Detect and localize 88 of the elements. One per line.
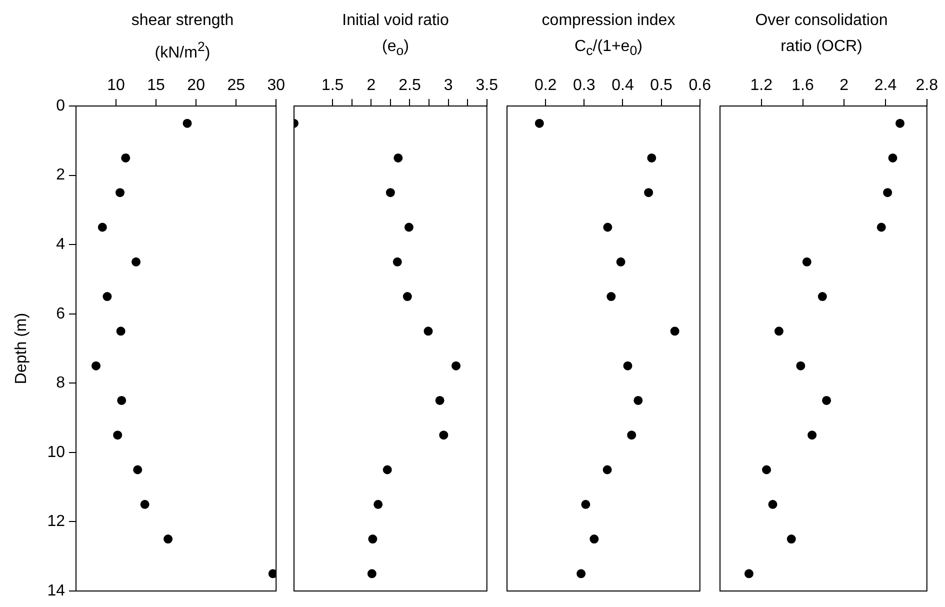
point bbox=[367, 569, 376, 578]
point bbox=[116, 326, 126, 336]
x-tick-label: 20 bbox=[187, 76, 206, 94]
x-tick-label: 2.4 bbox=[874, 76, 897, 94]
point bbox=[439, 430, 448, 440]
x-tick-label: 2 bbox=[366, 76, 376, 94]
y-tick-label: 4 bbox=[56, 236, 66, 253]
y-tick-label: 12 bbox=[47, 513, 66, 530]
point bbox=[774, 326, 784, 336]
point bbox=[182, 118, 192, 128]
point bbox=[808, 430, 817, 440]
x-tick-label: 1.5 bbox=[321, 76, 344, 94]
point bbox=[164, 534, 173, 544]
point bbox=[670, 326, 680, 336]
y-tick-label: 10 bbox=[47, 444, 66, 461]
point bbox=[534, 118, 544, 128]
x-tick-label: 10 bbox=[107, 76, 126, 94]
point bbox=[786, 534, 796, 544]
point bbox=[374, 500, 383, 509]
y-axis-title: Depth (m) bbox=[13, 312, 30, 384]
point bbox=[140, 500, 150, 509]
x-tick-label: 2.8 bbox=[916, 76, 938, 94]
point bbox=[634, 396, 643, 405]
x-tick-label: 1.2 bbox=[750, 76, 773, 94]
point bbox=[392, 257, 402, 266]
point bbox=[98, 222, 107, 232]
point bbox=[762, 465, 772, 474]
y-tick-label: 14 bbox=[47, 582, 66, 600]
x-tick-label: 25 bbox=[227, 76, 246, 94]
point bbox=[576, 569, 586, 578]
point bbox=[382, 465, 392, 474]
point bbox=[647, 153, 656, 162]
y-tick-label: 2 bbox=[56, 166, 66, 184]
x-tick-label: 2.5 bbox=[398, 76, 421, 94]
x-tick-label: 3.5 bbox=[476, 76, 498, 94]
x-axis-title: shear strength (kN/m$^{2}$) bbox=[131, 11, 234, 64]
x-tick-label: 15 bbox=[147, 76, 166, 94]
point bbox=[133, 465, 142, 474]
point bbox=[616, 257, 626, 266]
x-tick-label: 0.2 bbox=[534, 76, 557, 94]
y-tick-label: 6 bbox=[56, 305, 66, 322]
point bbox=[627, 430, 636, 440]
point bbox=[92, 361, 101, 370]
point bbox=[102, 292, 112, 302]
point bbox=[117, 396, 126, 405]
point bbox=[452, 361, 461, 370]
point bbox=[404, 222, 414, 232]
point bbox=[802, 257, 812, 266]
point bbox=[883, 188, 892, 198]
point bbox=[386, 188, 395, 198]
x-tick-label: 0.4 bbox=[612, 76, 634, 94]
point bbox=[368, 534, 378, 544]
x-tick-label: 0.6 bbox=[688, 76, 712, 94]
point bbox=[822, 396, 832, 405]
point bbox=[623, 361, 632, 370]
x-tick-label: 30 bbox=[267, 76, 286, 94]
point bbox=[268, 569, 276, 578]
y-tick-label: 0 bbox=[56, 97, 66, 114]
point bbox=[602, 465, 612, 474]
point bbox=[876, 222, 886, 232]
point bbox=[888, 153, 898, 162]
point bbox=[435, 396, 444, 405]
point bbox=[895, 118, 904, 128]
x-tick-label: 0.5 bbox=[650, 76, 673, 94]
x-tick-label: 1.6 bbox=[792, 76, 814, 94]
point bbox=[121, 153, 130, 162]
x-tick-label: 0.3 bbox=[573, 76, 596, 94]
point bbox=[768, 500, 778, 509]
point bbox=[796, 361, 806, 370]
point bbox=[606, 292, 616, 302]
x-axis-title: Over consolidation ratio (OCR) bbox=[755, 11, 888, 57]
x-tick-label: 3 bbox=[444, 76, 453, 94]
point bbox=[402, 292, 412, 302]
point bbox=[581, 500, 590, 509]
x-axis-title: Initial void ratio (e$_{o}$) bbox=[342, 11, 449, 60]
point bbox=[424, 326, 433, 336]
point bbox=[394, 153, 403, 162]
point bbox=[744, 569, 754, 578]
point bbox=[590, 534, 599, 544]
y-tick-label: 8 bbox=[56, 374, 66, 392]
point bbox=[603, 222, 612, 232]
point bbox=[116, 188, 125, 198]
point bbox=[644, 188, 654, 198]
x-tick-label: 2 bbox=[840, 76, 849, 94]
point bbox=[132, 257, 141, 266]
point bbox=[113, 430, 122, 440]
point bbox=[818, 292, 827, 302]
x-axis-title: compression index C$_{c}$/(1+e$_{0}$) bbox=[542, 11, 676, 60]
